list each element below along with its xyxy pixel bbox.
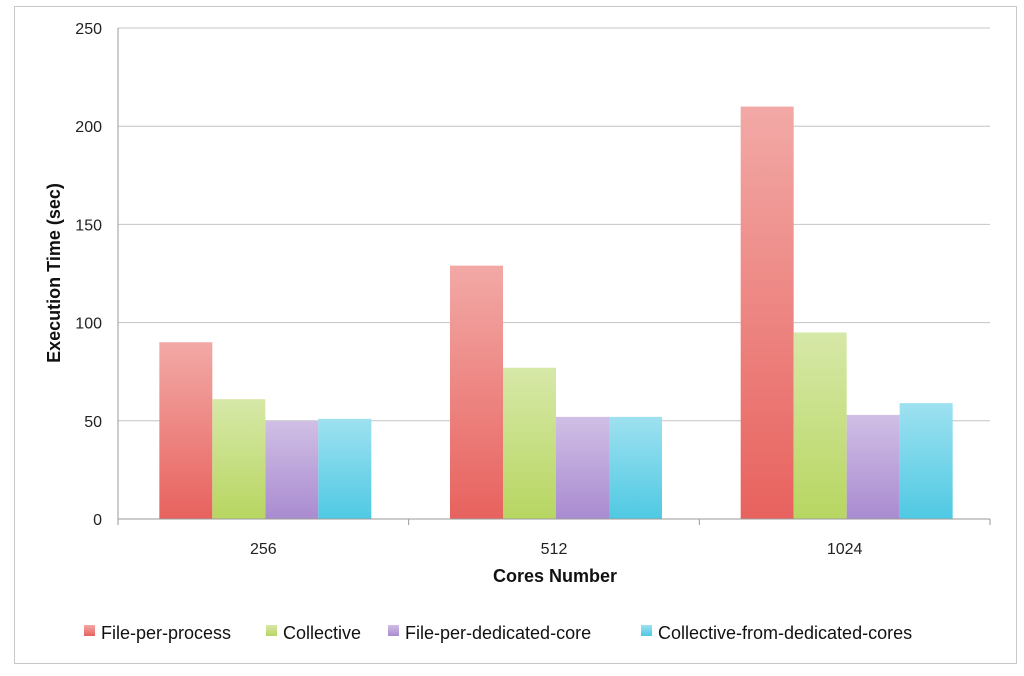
y-tick-label: 0: [93, 512, 102, 529]
legend-label: File-per-dedicated-core: [405, 623, 591, 643]
y-tick-labels: 0 50 100 150 200 250: [75, 21, 102, 529]
y-axis-title: Execution Time (sec): [44, 183, 64, 363]
legend-swatch: [641, 625, 652, 636]
bar-collective-from-dedicated-cores-256: [318, 418, 372, 519]
x-axis: [117, 28, 991, 525]
legend-label: Collective: [283, 623, 361, 643]
y-tick-label: 150: [75, 217, 102, 234]
bar-file-per-dedicated-core-512: [556, 416, 609, 519]
bar-collective-256: [212, 399, 266, 519]
y-tick-label: 200: [75, 119, 102, 136]
bar-collective-1024: [793, 332, 847, 519]
x-axis-title: Cores Number: [493, 566, 617, 586]
x-tick-label: 1024: [827, 541, 863, 558]
bar-file-per-process-256: [159, 342, 213, 519]
bar-file-per-process-1024: [740, 106, 794, 519]
legend-swatch: [388, 625, 399, 636]
gridlines: [118, 27, 990, 422]
y-tick-label: 100: [75, 316, 102, 333]
x-tick-label: 256: [250, 541, 277, 558]
bar-collective-from-dedicated-cores-1024: [899, 403, 953, 519]
y-tick-label: 50: [84, 414, 102, 431]
bar-file-per-dedicated-core-256: [265, 420, 319, 519]
chart-frame: [14, 6, 1017, 664]
legend: File-per-process Collective File-per-dedic…: [84, 623, 912, 643]
bars: [159, 106, 953, 519]
bar-file-per-process-512: [450, 265, 503, 519]
legend-swatch: [84, 625, 95, 636]
legend-label: File-per-process: [101, 623, 231, 643]
bar-collective-from-dedicated-cores-512: [609, 416, 662, 519]
y-tick-label: 250: [75, 21, 102, 38]
x-tick-labels: 256 512 1024: [250, 541, 863, 558]
bar-file-per-dedicated-core-1024: [846, 414, 900, 519]
bar-collective-512: [503, 367, 556, 519]
legend-label: Collective-from-dedicated-cores: [658, 623, 912, 643]
x-tick-label: 512: [541, 541, 568, 558]
legend-swatch: [266, 625, 277, 636]
